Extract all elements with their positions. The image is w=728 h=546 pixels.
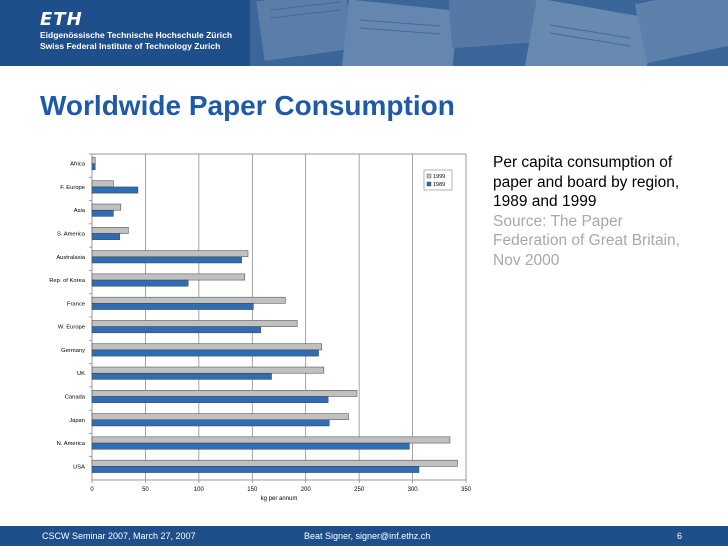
bar [91,157,96,164]
bar [91,343,322,351]
source-text: Source: The Paper Federation of Great Br… [493,212,680,269]
category-label: S. America [57,232,86,238]
category-label: Africa [70,162,86,168]
category-label: Japan [69,418,85,424]
header-paper-image [250,0,728,66]
bar [91,227,129,234]
bar [91,466,420,473]
bar [91,256,242,264]
legend-swatch [426,173,432,179]
category-label: N. America [57,441,86,447]
bar [91,366,325,374]
category-label: Asia [74,208,86,214]
bar [91,326,262,334]
category-label: Germany [61,348,85,354]
x-tick-label: 300 [408,487,419,493]
bar [91,372,272,380]
description-text: Per capita consumption of paper and boar… [493,154,680,210]
bar [91,442,410,450]
legend-label: 1989 [433,182,445,188]
institution-name-en: Swiss Federal Institute of Technology Zu… [40,41,221,51]
footer-author: Beat Signer, signer@inf.ethz.ch [304,531,431,541]
institution-name-de: Eidgenössische Technische Hochschule Zür… [40,30,233,40]
legend-swatch [426,181,432,187]
bar [91,303,254,310]
x-tick-label: 100 [194,487,205,493]
bar [91,203,122,211]
bar [91,296,286,304]
footer-bar: CSCW Seminar 2007, March 27, 2007 Beat S… [0,526,728,546]
bar [91,413,349,421]
plot-area [91,153,467,481]
x-tick-label: 250 [354,487,365,493]
bar [91,459,458,467]
bar [91,273,246,281]
category-label: UK [77,371,85,377]
eth-logo: ETH [40,9,83,30]
x-axis-label: kg per annum [261,496,298,502]
bar [91,250,249,258]
header-banner: ETH Eidgenössische Technische Hochschule… [0,0,728,66]
bar [91,320,298,327]
bar [91,396,329,403]
category-label: Canada [65,395,86,401]
x-tick-label: 50 [142,487,149,493]
category-label: USA [73,464,85,470]
x-tick-label: 150 [247,487,258,493]
bar [91,233,121,240]
chart-description: Per capita consumption of paper and boar… [493,153,693,270]
bar [91,419,330,427]
bar [91,436,451,444]
category-label: Rep. of Korea [49,278,86,284]
slide-title: Worldwide Paper Consumption [40,90,455,121]
category-label: France [67,301,85,307]
legend-label: 1999 [433,174,445,180]
bar [91,390,358,397]
category-label: W. Europe [58,325,85,331]
bar [91,186,139,194]
bar-chart: 0 50 100 150 200 250 300 350 kg per annum Africa F… [49,153,472,502]
x-tick-label: 200 [301,487,312,493]
bar [91,279,189,287]
bar [91,209,114,217]
bar [91,180,114,188]
bar [91,163,96,171]
category-label: F. Europe [60,185,85,191]
bar [91,349,319,357]
x-tick-label: 350 [461,487,472,493]
category-label: Australasia [56,255,85,261]
x-tick-label: 0 [90,487,94,493]
footer-event: CSCW Seminar 2007, March 27, 2007 [42,531,196,541]
page-number: 6 [677,531,683,541]
